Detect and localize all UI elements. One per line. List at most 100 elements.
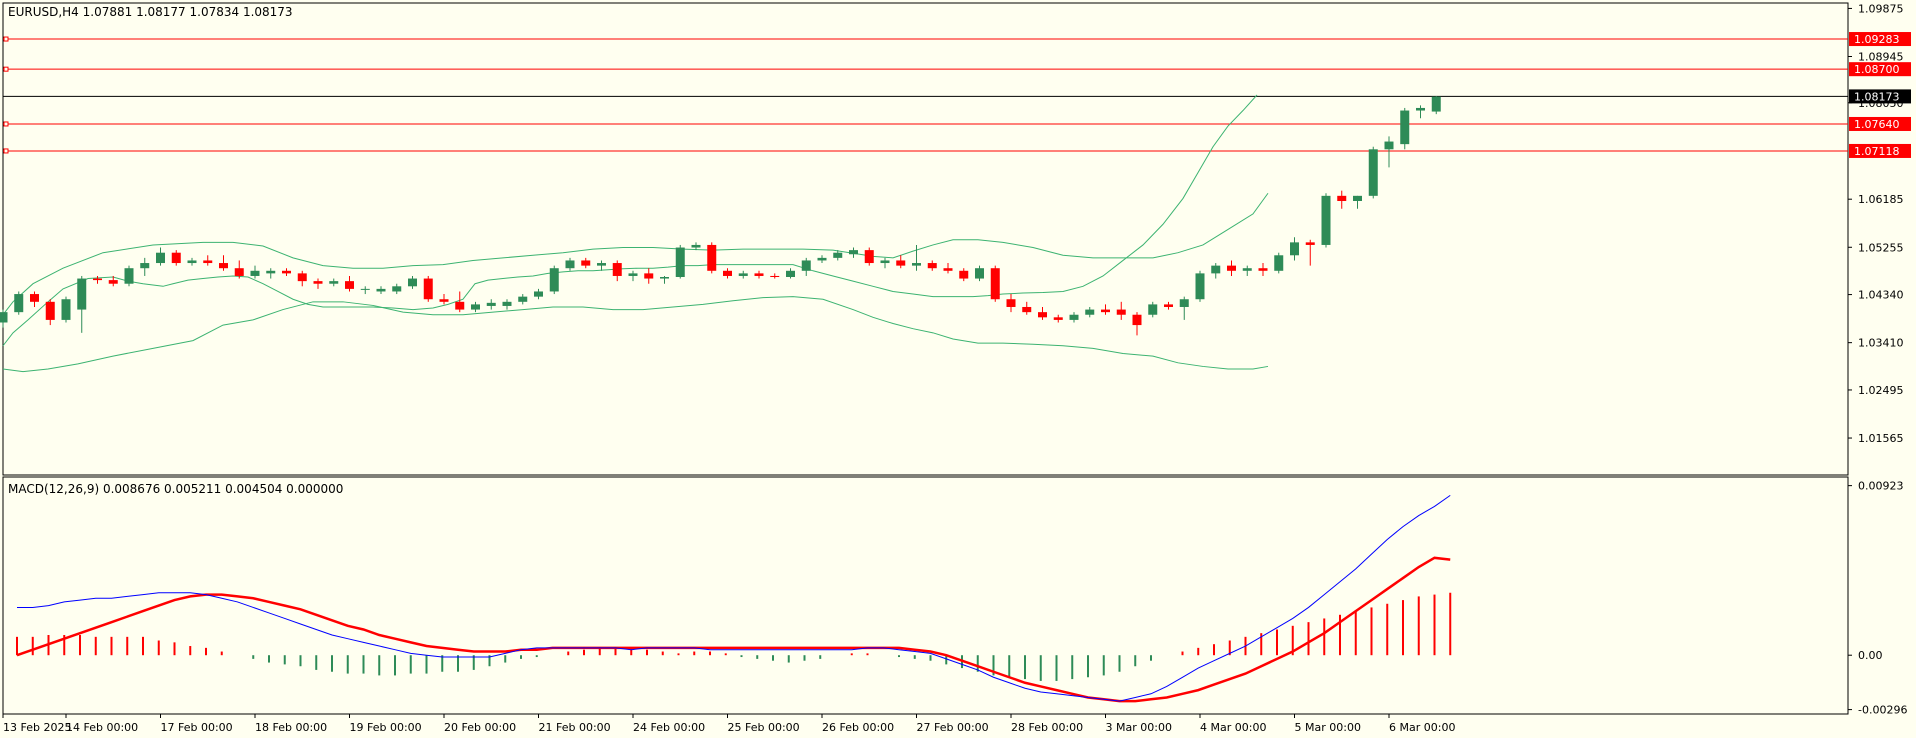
- level-handle[interactable]: [3, 36, 9, 42]
- candle[interactable]: [675, 244, 685, 279]
- candle[interactable]: [927, 260, 937, 271]
- candle[interactable]: [203, 255, 213, 266]
- candle[interactable]: [486, 299, 496, 310]
- candle[interactable]: [754, 270, 764, 279]
- level-handle[interactable]: [3, 121, 9, 127]
- candle[interactable]: [549, 265, 559, 295]
- candle[interactable]: [691, 242, 701, 251]
- candle[interactable]: [61, 296, 71, 323]
- candle[interactable]: [1211, 263, 1221, 279]
- candle[interactable]: [1053, 314, 1063, 323]
- candle[interactable]: [880, 257, 890, 269]
- candle[interactable]: [77, 275, 87, 333]
- candle[interactable]: [1368, 146, 1378, 199]
- candle[interactable]: [1305, 239, 1315, 266]
- candle[interactable]: [1006, 294, 1016, 313]
- candle[interactable]: [628, 270, 638, 282]
- candle[interactable]: [124, 265, 134, 287]
- candle[interactable]: [1416, 105, 1425, 119]
- candle[interactable]: [313, 278, 323, 289]
- candle[interactable]: [959, 268, 969, 282]
- level-handle[interactable]: [3, 148, 9, 154]
- candle[interactable]: [1337, 190, 1347, 209]
- candle[interactable]: [597, 260, 606, 271]
- candle[interactable]: [786, 268, 795, 279]
- candle[interactable]: [565, 257, 575, 271]
- candle[interactable]: [360, 286, 370, 295]
- candle[interactable]: [1085, 306, 1095, 318]
- candle[interactable]: [376, 286, 386, 295]
- macd-panel[interactable]: 0.00923 0.00 -0.00296: [2, 476, 1907, 717]
- candle[interactable]: [801, 257, 811, 276]
- candle[interactable]: [1384, 136, 1394, 168]
- candle[interactable]: [234, 260, 244, 279]
- candle[interactable]: [1116, 301, 1126, 320]
- candle[interactable]: [738, 270, 748, 279]
- candle[interactable]: [1258, 263, 1268, 276]
- candle[interactable]: [502, 299, 512, 310]
- candle[interactable]: [1431, 96, 1441, 115]
- candle[interactable]: [660, 275, 669, 284]
- candle[interactable]: [282, 268, 291, 276]
- candle[interactable]: [581, 257, 591, 269]
- candle[interactable]: [1274, 252, 1284, 274]
- candle[interactable]: [1179, 296, 1189, 320]
- price-panel[interactable]: 1.098751.089451.080501.061851.052551.043…: [0, 2, 1911, 476]
- candle[interactable]: [1227, 260, 1236, 276]
- candle[interactable]: [345, 275, 354, 292]
- candle[interactable]: [912, 244, 921, 271]
- candle[interactable]: [1164, 301, 1173, 310]
- candle[interactable]: [171, 250, 181, 266]
- candle[interactable]: [896, 255, 906, 269]
- candle[interactable]: [1022, 301, 1032, 315]
- candle[interactable]: [975, 265, 984, 282]
- candle[interactable]: [1148, 301, 1158, 318]
- candle[interactable]: [1069, 312, 1079, 323]
- candle[interactable]: [0, 309, 8, 328]
- candle[interactable]: [250, 265, 260, 279]
- candle[interactable]: [108, 275, 118, 287]
- candle[interactable]: [93, 275, 102, 284]
- candle[interactable]: [534, 288, 543, 300]
- candle[interactable]: [723, 268, 732, 279]
- candle-body: [1116, 309, 1126, 315]
- candle[interactable]: [1038, 306, 1047, 320]
- candle[interactable]: [1242, 265, 1252, 276]
- candle[interactable]: [471, 301, 480, 313]
- candle[interactable]: [392, 283, 402, 295]
- candle[interactable]: [864, 247, 874, 266]
- candle[interactable]: [1195, 270, 1205, 302]
- candle[interactable]: [833, 250, 843, 261]
- candle[interactable]: [1400, 107, 1410, 150]
- candle[interactable]: [518, 294, 528, 305]
- candle[interactable]: [644, 268, 654, 284]
- candle[interactable]: [140, 257, 150, 276]
- candle[interactable]: [187, 257, 197, 266]
- candle[interactable]: [1353, 195, 1362, 209]
- candle[interactable]: [45, 299, 55, 326]
- level-handle[interactable]: [3, 66, 9, 72]
- candle[interactable]: [612, 260, 622, 282]
- candle[interactable]: [817, 255, 827, 264]
- candle[interactable]: [770, 273, 780, 279]
- candle[interactable]: [990, 265, 1000, 302]
- candle[interactable]: [849, 247, 858, 258]
- candle[interactable]: [266, 268, 276, 279]
- candle[interactable]: [1132, 312, 1142, 336]
- candle[interactable]: [707, 242, 717, 274]
- candle[interactable]: [1290, 237, 1299, 261]
- candle[interactable]: [1321, 193, 1331, 248]
- candle[interactable]: [14, 291, 24, 315]
- candle[interactable]: [423, 275, 433, 302]
- candle[interactable]: [297, 270, 307, 287]
- candle[interactable]: [156, 247, 165, 266]
- candle[interactable]: [329, 278, 339, 287]
- candle[interactable]: [455, 291, 465, 313]
- candle[interactable]: [408, 275, 417, 289]
- candle[interactable]: [219, 255, 228, 271]
- candle[interactable]: [943, 263, 953, 274]
- candle[interactable]: [439, 294, 449, 305]
- candle[interactable]: [30, 291, 39, 307]
- candle[interactable]: [1101, 304, 1110, 315]
